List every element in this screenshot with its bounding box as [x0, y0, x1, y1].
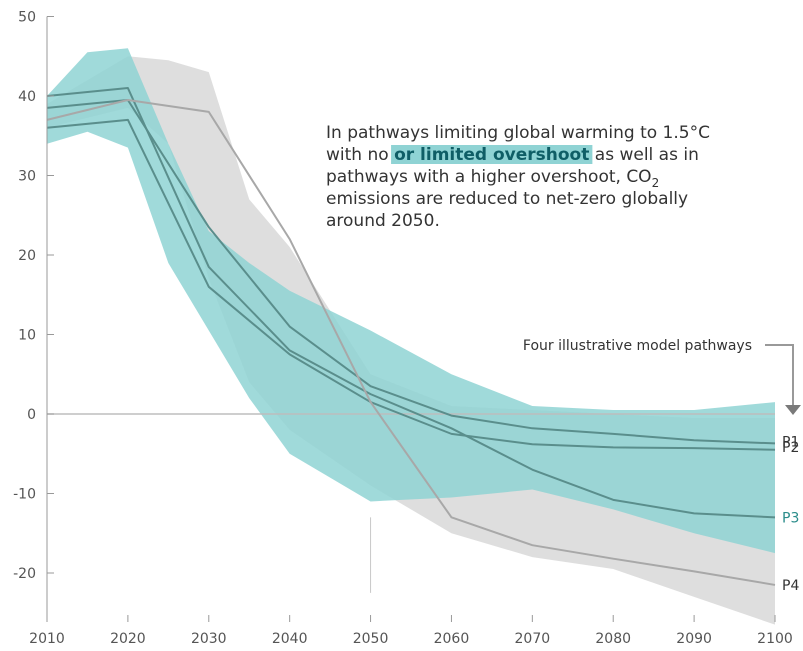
band-limited-overshoot — [47, 48, 775, 554]
pathway-bands — [47, 48, 775, 625]
y-tick-label: 40 — [18, 89, 36, 105]
callout-label: Four illustrative model pathways — [523, 338, 752, 354]
annotation-highlight: or limited overshoot — [394, 145, 589, 165]
annotation-line-2-start: with no — [326, 145, 394, 165]
y-tick-label: -20 — [13, 566, 36, 582]
pathway-line-p3 — [46, 87, 776, 519]
annotation-line-4: emissions are reduced to net-zero global… — [326, 189, 688, 209]
pathway-line-p1 — [46, 98, 776, 445]
y-tick-label: 10 — [18, 328, 36, 344]
pathway-label-p1: P1 — [782, 434, 799, 450]
x-tick-label: 2090 — [676, 631, 712, 647]
x-tick-label: 2050 — [353, 631, 389, 647]
x-tick-label: 2100 — [757, 631, 793, 647]
x-tick-label: 2020 — [110, 631, 146, 647]
annotation-line-2: with no or limited overshoot as well as … — [326, 145, 699, 165]
annotation-subscript: 2 — [652, 176, 660, 190]
annotation-line-2-end: as well as in — [589, 145, 698, 165]
y-tick-label: 30 — [18, 169, 36, 185]
annotation-line-3: pathways with a higher overshoot, CO2 — [326, 167, 659, 190]
pathway-label-p3: P3 — [782, 510, 799, 526]
highlight-background — [391, 145, 593, 164]
x-tick-label: 2080 — [595, 631, 631, 647]
x-tick-label: 2010 — [29, 631, 65, 647]
y-tick-label: -10 — [13, 487, 36, 503]
x-tick-label: 2040 — [272, 631, 308, 647]
annotation-line-5: around 2050. — [326, 211, 440, 231]
callout-arrow-head — [785, 405, 801, 415]
annotation-line-1: In pathways limiting global warming to 1… — [326, 123, 710, 143]
y-tick-label: 20 — [18, 248, 36, 264]
callout-arrow-line — [765, 344, 794, 405]
pathway-line-p4 — [46, 98, 776, 586]
pathway-label-p4: P4 — [782, 578, 799, 594]
pathway-lines — [46, 87, 776, 586]
reference-lines — [47, 413, 775, 593]
y-tick-label: 0 — [27, 407, 36, 423]
pathway-line-p2 — [46, 118, 776, 451]
annotation-line-3-text: pathways with a higher overshoot, CO — [326, 167, 652, 187]
svg-text:with no or limited overshoot a: with no or limited overshoot as well as … — [326, 145, 699, 165]
x-tick-label: 2060 — [434, 631, 470, 647]
y-tick-label: 50 — [18, 10, 36, 26]
x-tick-label: 2070 — [515, 631, 551, 647]
x-tick-label: 2030 — [191, 631, 227, 647]
pathway-label-p2: P2 — [782, 440, 799, 456]
